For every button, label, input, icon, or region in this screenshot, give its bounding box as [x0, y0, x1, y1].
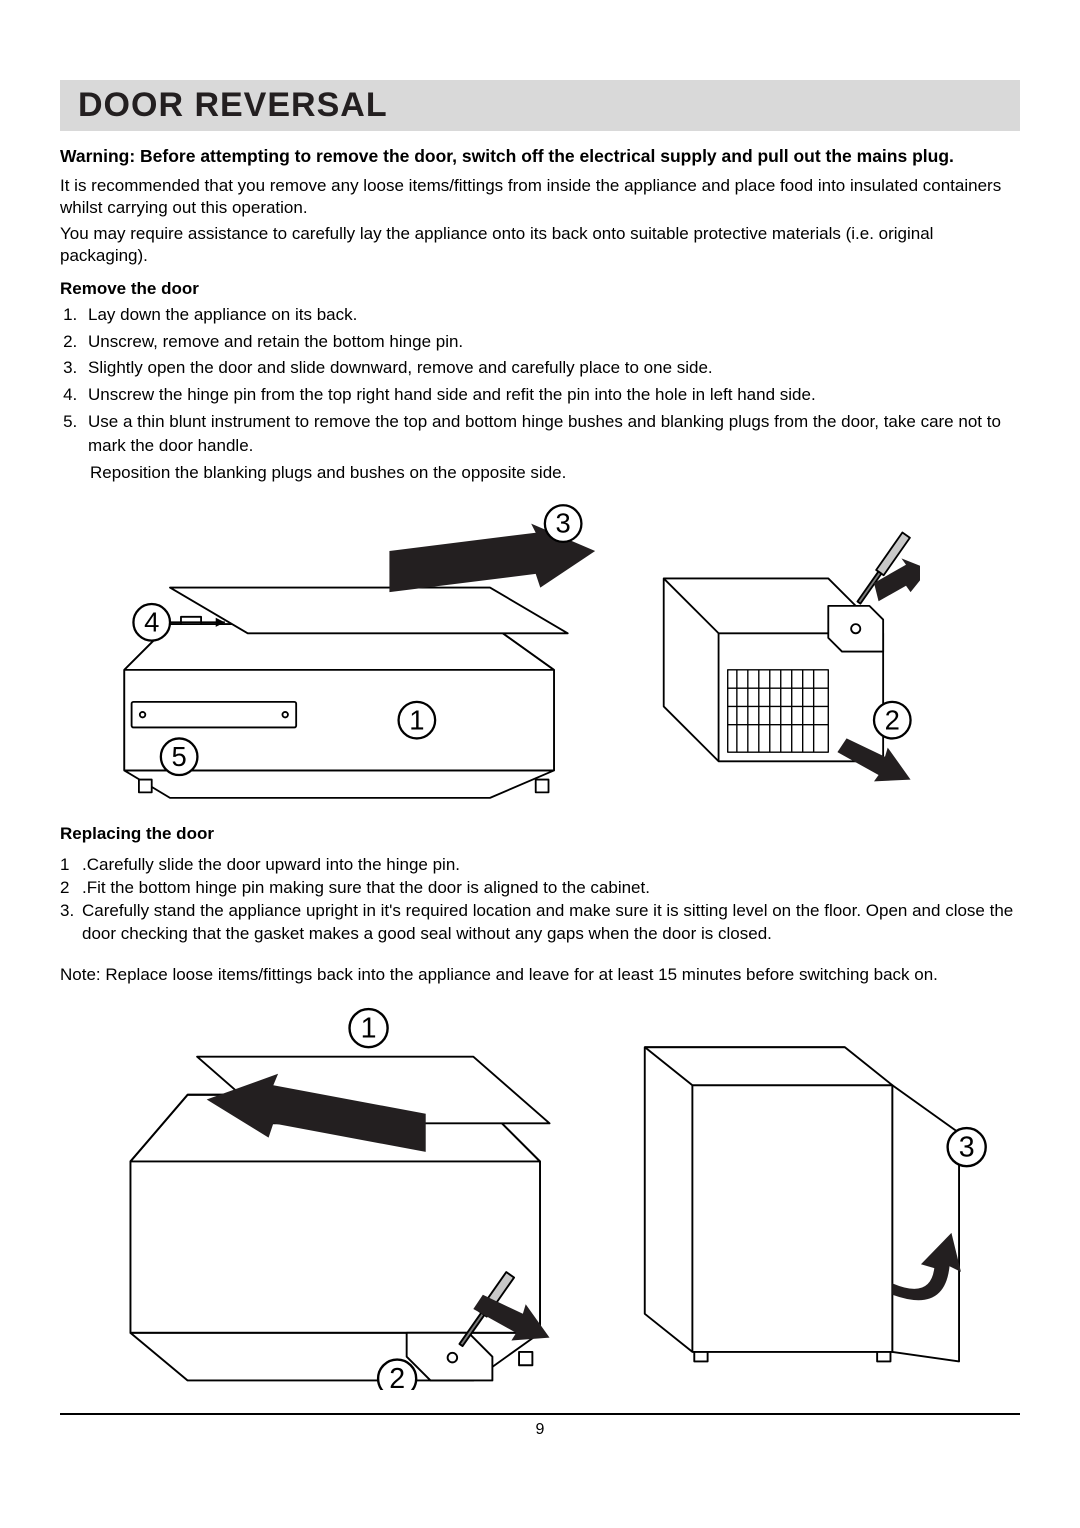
list-text: .Carefully slide the door upward into th…	[82, 854, 1020, 877]
remove-step-2: Unscrew, remove and retain the bottom hi…	[82, 330, 1020, 355]
title-bar: DOOR REVERSAL	[60, 80, 1020, 131]
list-text: .Fit the bottom hinge pin making sure th…	[82, 877, 1020, 900]
callout-1: 1	[409, 705, 424, 736]
callout-2b: 2	[389, 1363, 405, 1390]
remove-door-steps: Lay down the appliance on its back. Unsc…	[60, 303, 1020, 459]
intro-paragraph-1: It is recommended that you remove any lo…	[60, 175, 1020, 219]
replace-door-heading: Replacing the door	[60, 824, 1020, 844]
callout-5: 5	[172, 741, 187, 772]
list-text: Carefully stand the appliance upright in…	[82, 900, 1020, 946]
replace-door-steps: 1 .Carefully slide the door upward into …	[60, 854, 1020, 946]
note-text: Note: Replace loose items/fittings back …	[60, 964, 1020, 986]
callout-group-right: 2	[874, 702, 911, 739]
diagram-replace-door: 1 2	[90, 990, 990, 1390]
page: DOOR REVERSAL Warning: Before attempting…	[0, 0, 1080, 1479]
remove-step-3: Slightly open the door and slide downwar…	[82, 356, 1020, 381]
remove-step-4: Unscrew the hinge pin from the top right…	[82, 383, 1020, 408]
callout-2: 2	[885, 705, 900, 736]
figure-replace-door: 1 2	[60, 990, 1020, 1395]
list-number: 3.	[60, 900, 82, 946]
remove-step-5: Use a thin blunt instrument to remove th…	[82, 410, 1020, 459]
callout-3b: 3	[959, 1132, 975, 1164]
callout-3: 3	[556, 508, 571, 539]
remove-step-1: Lay down the appliance on its back.	[82, 303, 1020, 328]
remove-step-5-tail: Reposition the blanking plugs and bushes…	[90, 461, 1020, 486]
callout-4: 4	[144, 607, 159, 638]
callout-group-fig2-right: 3	[948, 1128, 986, 1166]
figure-remove-door: 1 3 4 5	[60, 487, 1020, 812]
list-number: 1	[60, 854, 82, 877]
callout-1b: 1	[361, 1013, 377, 1045]
remove-door-heading: Remove the door	[60, 279, 1020, 299]
page-title: DOOR REVERSAL	[78, 86, 1002, 125]
replace-step-3: 3. Carefully stand the appliance upright…	[60, 900, 1020, 946]
intro-paragraph-2: You may require assistance to carefully …	[60, 223, 1020, 267]
appliance-upright	[645, 1047, 961, 1361]
replace-step-1: 1 .Carefully slide the door upward into …	[60, 854, 1020, 877]
list-number: 2	[60, 877, 82, 900]
bottom-corner-detail	[664, 533, 920, 782]
diagram-remove-door: 1 3 4 5	[60, 487, 920, 807]
replace-step-2: 2 .Fit the bottom hinge pin making sure …	[60, 877, 1020, 900]
warning-text: Warning: Before attempting to remove the…	[60, 145, 1020, 169]
page-number: 9	[60, 1413, 1020, 1439]
